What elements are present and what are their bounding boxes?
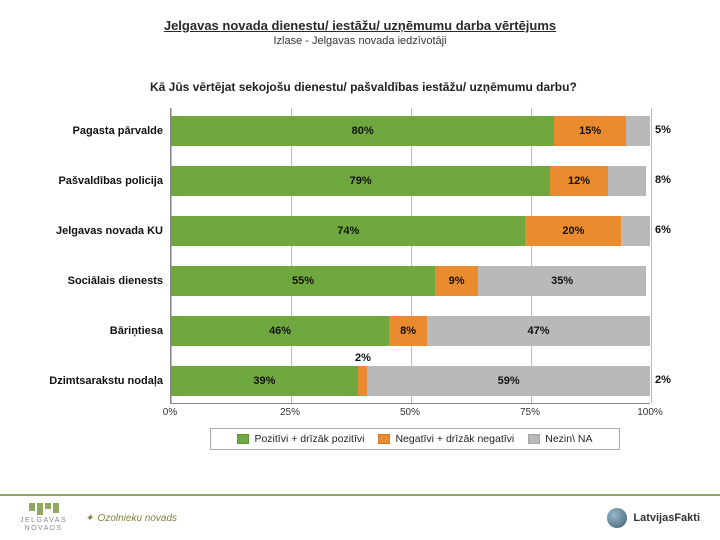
segment-positive: 80%: [171, 116, 554, 146]
globe-icon: [607, 508, 627, 528]
segment-dontknow: 35%: [478, 266, 646, 296]
x-axis-labels: 0%25%50%75%100%: [170, 404, 650, 422]
segment-positive: 74%: [171, 216, 525, 246]
category-label: Pagasta pārvalde: [43, 125, 171, 137]
legend-item: Nezin\ NA: [528, 433, 592, 445]
legend-swatch: [237, 434, 249, 444]
category-label: Bāriņtiesa: [43, 325, 171, 337]
shield-icon: ✦: [85, 513, 93, 524]
chart: Kā Jūs vērtējat sekojošu dienestu/ pašva…: [40, 80, 680, 470]
category-label: Jelgavas novada KU: [43, 225, 171, 237]
legend-swatch: [528, 434, 540, 444]
legend-item: Pozitīvi + drīzāk pozitīvi: [237, 433, 364, 445]
logo2-text: Ozolnieku novads: [98, 513, 178, 524]
segment-negative: 9%: [435, 266, 478, 296]
segment-negative: [358, 366, 368, 396]
page-title: Jelgavas novada dienestu/ iestāžu/ uzņēm…: [0, 18, 720, 33]
bar-row: Dzimtsarakstu nodaļa39%59%: [171, 366, 650, 396]
category-label: Pašvaldības policija: [43, 175, 171, 187]
segment-label-outside: 6%: [655, 224, 671, 236]
segment-dontknow: 47%: [427, 316, 650, 346]
bar-row: Pašvaldības policija79%12%: [171, 166, 650, 196]
segment-negative: 20%: [525, 216, 621, 246]
segment-label-above: 2%: [355, 352, 371, 364]
bar-row: Jelgavas novada KU74%20%: [171, 216, 650, 246]
logo-jelgavas-novads: JELGAVAS NOVADS: [20, 503, 67, 532]
logo1-line1: JELGAVAS: [20, 517, 67, 525]
segment-dontknow: 59%: [367, 366, 650, 396]
chart-plot: 5%Pagasta pārvalde80%15%8%Pašvaldības po…: [170, 108, 650, 404]
x-tick-label: 0%: [163, 407, 177, 418]
segment-dontknow: [621, 216, 650, 246]
segment-positive: 39%: [171, 366, 358, 396]
gridline: [651, 108, 652, 403]
segment-negative: 12%: [550, 166, 608, 196]
x-tick-label: 50%: [400, 407, 420, 418]
logo1-line2: NOVADS: [20, 525, 67, 533]
segment-dontknow: [608, 166, 646, 196]
legend-label: Negatīvi + drīzāk negatīvi: [395, 433, 514, 445]
legend-label: Pozitīvi + drīzāk pozitīvi: [254, 433, 364, 445]
segment-positive: 79%: [171, 166, 550, 196]
header: Jelgavas novada dienestu/ iestāžu/ uzņēm…: [0, 0, 720, 47]
segment-negative: 8%: [389, 316, 427, 346]
logo-latvijas-fakti: LatvijasFakti: [607, 508, 700, 528]
category-label: Dzimtsarakstu nodaļa: [43, 375, 171, 387]
chart-legend: Pozitīvi + drīzāk pozitīvi Negatīvi + drī…: [210, 428, 620, 450]
footer-left: JELGAVAS NOVADS ✦ Ozolnieku novads: [20, 503, 177, 532]
bar-row: Bāriņtiesa46%8%47%: [171, 316, 650, 346]
category-label: Sociālais dienests: [43, 275, 171, 287]
bar-row: Pagasta pārvalde80%15%: [171, 116, 650, 146]
segment-positive: 46%: [171, 316, 389, 346]
gridline: [531, 108, 532, 403]
logo-ozolnieku: ✦ Ozolnieku novads: [85, 513, 177, 524]
logo3-text: LatvijasFakti: [633, 512, 700, 524]
footer: JELGAVAS NOVADS ✦ Ozolnieku novads Latvi…: [0, 494, 720, 540]
gridline: [171, 108, 172, 403]
chart-title: Kā Jūs vērtējat sekojošu dienestu/ pašva…: [150, 80, 680, 94]
segment-negative: 15%: [554, 116, 626, 146]
segment-label-outside: 2%: [655, 374, 671, 386]
gridline: [291, 108, 292, 403]
segment-label-outside: 5%: [655, 124, 671, 136]
bar-row: Sociālais dienests55%9%35%: [171, 266, 650, 296]
segment-positive: 55%: [171, 266, 435, 296]
segment-label-outside: 8%: [655, 174, 671, 186]
x-tick-label: 100%: [637, 407, 663, 418]
legend-item: Negatīvi + drīzāk negatīvi: [378, 433, 514, 445]
page-subtitle: Izlase - Jelgavas novada iedzīvotāji: [0, 35, 720, 47]
gridline: [411, 108, 412, 403]
legend-label: Nezin\ NA: [545, 433, 592, 445]
segment-dontknow: [626, 116, 650, 146]
x-tick-label: 75%: [520, 407, 540, 418]
legend-swatch: [378, 434, 390, 444]
x-tick-label: 25%: [280, 407, 300, 418]
